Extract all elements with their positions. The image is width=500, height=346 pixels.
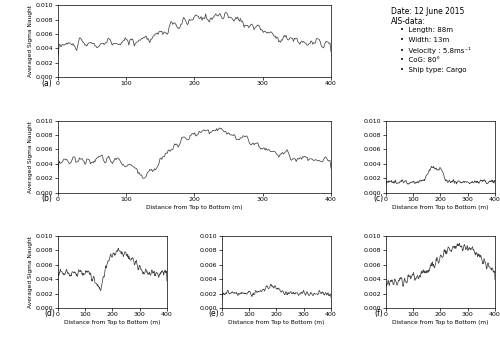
X-axis label: Distance from Top to Bottom (m): Distance from Top to Bottom (m) xyxy=(392,204,488,210)
Text: •  Velocity : 5.8ms⁻¹: • Velocity : 5.8ms⁻¹ xyxy=(400,47,470,54)
Text: (a): (a) xyxy=(42,79,52,88)
Text: (e): (e) xyxy=(209,309,220,318)
Text: (d): (d) xyxy=(44,309,56,318)
Text: •  Ship type: Cargo: • Ship type: Cargo xyxy=(400,67,466,73)
X-axis label: Distance from Top to Bottom (m): Distance from Top to Bottom (m) xyxy=(146,204,242,210)
Y-axis label: Averaged Sigma Naught: Averaged Sigma Naught xyxy=(28,5,33,77)
Text: •  Length: 88m: • Length: 88m xyxy=(400,27,453,33)
Text: AIS-data:: AIS-data: xyxy=(391,17,426,26)
Text: (f): (f) xyxy=(374,309,384,318)
X-axis label: Distance from Top to Bottom (m): Distance from Top to Bottom (m) xyxy=(392,320,488,325)
Y-axis label: Averaged Sigma Naught: Averaged Sigma Naught xyxy=(28,236,33,308)
Text: •  CoG: 80°: • CoG: 80° xyxy=(400,57,440,63)
Text: Date: 12 June 2015: Date: 12 June 2015 xyxy=(391,7,464,16)
Text: (b): (b) xyxy=(41,194,52,203)
X-axis label: Distance from Top to Bottom (m): Distance from Top to Bottom (m) xyxy=(228,320,324,325)
Text: •  Width: 13m: • Width: 13m xyxy=(400,37,449,43)
X-axis label: Distance from Top to Bottom (m): Distance from Top to Bottom (m) xyxy=(64,320,160,325)
Y-axis label: Averaged Sigma Naught: Averaged Sigma Naught xyxy=(28,121,33,192)
Text: (c): (c) xyxy=(374,194,384,203)
